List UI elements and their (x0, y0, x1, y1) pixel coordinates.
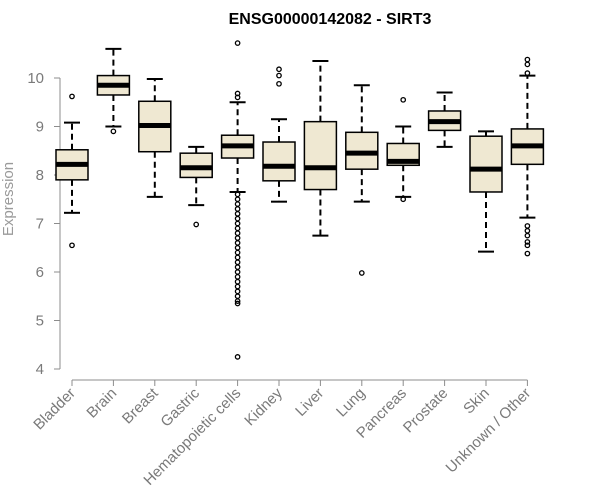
box-group (96, 47, 131, 135)
outlier-point (234, 196, 241, 203)
outlier-point (234, 278, 241, 285)
box-group (469, 130, 503, 253)
x-tick-label: Kidney (241, 384, 286, 429)
outlier-point (69, 93, 75, 100)
box-group (345, 84, 379, 276)
y-tick-label: 6 (36, 264, 44, 281)
y-tick-label: 7 (36, 216, 44, 233)
box-group (179, 145, 213, 228)
outlier-point (234, 264, 241, 270)
outlier-point (524, 56, 531, 63)
outlier-point (524, 250, 531, 257)
box-group (55, 93, 89, 249)
outlier-point (234, 273, 241, 280)
outlier-point (234, 220, 241, 227)
outlier-point (234, 283, 241, 290)
outlier-point (358, 270, 365, 276)
x-tick-label: Skin (460, 385, 493, 418)
outlier-point (524, 227, 531, 234)
outlier-point (234, 249, 241, 256)
x-tick-label: Liver (292, 385, 327, 420)
box-iqr (262, 141, 296, 182)
x-tick-label: Bladder (30, 385, 79, 434)
outlier-point (524, 242, 531, 249)
y-axis-label: Expression (0, 162, 17, 236)
outlier-point (234, 94, 241, 101)
chart-title: ENSG00000142082 - SIRT3 (229, 11, 432, 28)
outlier-point (524, 223, 531, 229)
outlier-point (234, 300, 241, 307)
x-tick-label: Breast (119, 384, 162, 427)
outlier-point (276, 66, 282, 73)
box-group (510, 56, 545, 257)
y-tick-label: 8 (36, 167, 44, 184)
outlier-point (234, 240, 241, 246)
x-tick-label: Lung (333, 385, 369, 421)
boxes-layer (55, 40, 545, 360)
y-tick-label: 5 (36, 313, 44, 330)
y-tick-label: 4 (36, 361, 44, 378)
outlier-point (234, 210, 241, 217)
outlier-point (524, 61, 531, 68)
outlier-point (234, 235, 241, 241)
x-tick-label: Brain (83, 385, 120, 422)
box-group (138, 77, 172, 198)
box-group (262, 66, 296, 203)
outlier-point (234, 254, 241, 261)
y-tick-label: 10 (27, 70, 44, 87)
outlier-point (234, 40, 241, 46)
box-group (303, 60, 338, 237)
outlier-point (193, 221, 200, 228)
outlier-point (234, 215, 241, 222)
outlier-point (524, 239, 531, 245)
outlier-point (69, 242, 75, 249)
outlier-point (234, 244, 241, 251)
outlier-point (400, 96, 407, 103)
outlier-point (234, 259, 241, 266)
outlier-point (234, 288, 241, 295)
outlier-point (234, 230, 241, 237)
outlier-point (234, 201, 241, 207)
outlier-point (400, 196, 407, 203)
y-tick-label: 9 (36, 119, 44, 136)
outlier-point (234, 206, 241, 212)
outlier-point (234, 225, 241, 232)
outlier-point (276, 72, 282, 79)
outlier-point (234, 298, 241, 304)
x-tick-label: Prostate (400, 385, 452, 437)
box-iqr (303, 120, 338, 191)
box-group (427, 91, 462, 148)
outlier-point (110, 128, 117, 135)
outlier-point (234, 354, 241, 360)
outlier-point (524, 232, 531, 239)
y-axis: 4 5 6 7 8 9 10 (27, 70, 61, 378)
outlier-point (234, 293, 241, 300)
box-iqr (469, 135, 503, 193)
outlier-point (276, 80, 282, 87)
box-group (220, 40, 255, 360)
outlier-point (524, 70, 531, 77)
outlier-point (234, 269, 241, 275)
box-group (386, 96, 420, 203)
